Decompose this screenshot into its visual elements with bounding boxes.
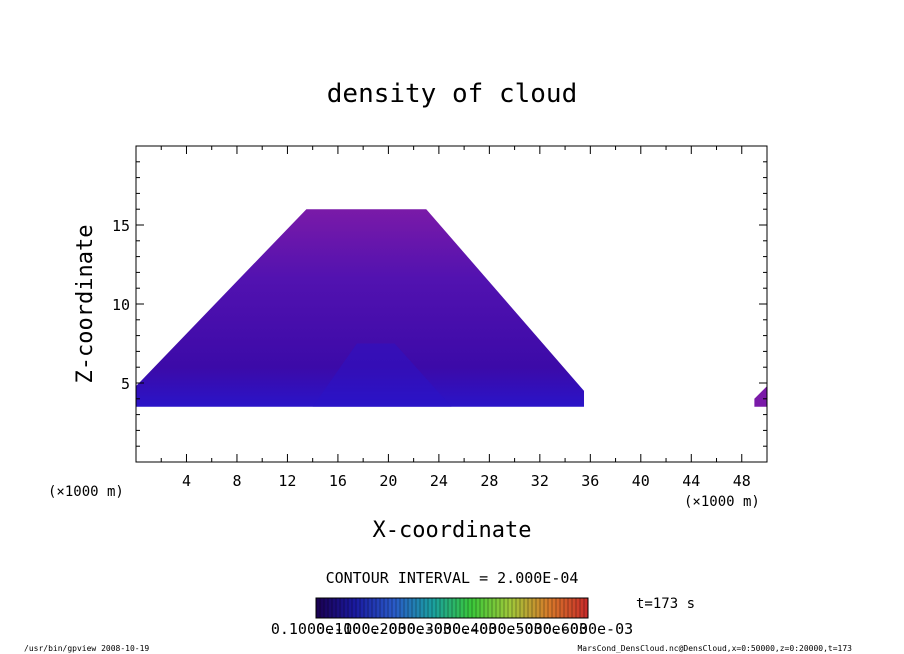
- cloud-fringe-right: [754, 386, 767, 407]
- x-tick-label: 32: [531, 472, 549, 490]
- colorbar-label: 0.3000e-03: [407, 620, 497, 638]
- y-axis-label: Z-coordinate: [73, 225, 98, 384]
- cloud-density-field: [136, 209, 767, 407]
- x-tick-label: 28: [480, 472, 498, 490]
- x-tick-label: 24: [430, 472, 448, 490]
- x-tick-label: 4: [182, 472, 191, 490]
- cloud-core: [312, 343, 452, 407]
- colorbar-label: 0.6000e-03: [543, 620, 633, 638]
- y-axis-ticks: 5 10 15: [112, 161, 767, 447]
- colorbar-label: 0.1000e-03: [316, 620, 406, 638]
- x-tick-label: 36: [581, 472, 599, 490]
- x-tick-label: 48: [733, 472, 751, 490]
- colorbar-label: 0.1000e-10: [271, 620, 361, 638]
- x-tick-label: 12: [278, 472, 296, 490]
- colorbar-label: 0.4000e-03: [452, 620, 542, 638]
- x-tick-label: 16: [329, 472, 347, 490]
- contour-interval-label: CONTOUR INTERVAL = 2.000E-04: [326, 569, 579, 587]
- x-tick-label: 8: [232, 472, 241, 490]
- footer-right: MarsCond_DensCloud.nc@DensCloud,x=0:5000…: [577, 644, 852, 653]
- x-unit-label-left: (×1000 m): [48, 484, 124, 500]
- colorbar-level-lines: [319, 598, 585, 618]
- y-tick-label: 10: [112, 296, 130, 314]
- x-tick-label: 20: [379, 472, 397, 490]
- x-axis-label: X-coordinate: [373, 518, 532, 543]
- x-unit-label-right: (×1000 m): [684, 494, 760, 510]
- footer-left: /usr/bin/gpview 2008-10-19: [24, 644, 149, 653]
- colorbar-labels: 0.1000e-100.1000e-030.2000e-030.3000e-03…: [271, 620, 633, 638]
- time-label: t=173 s: [636, 596, 695, 612]
- colorbar: 0.1000e-100.1000e-030.2000e-030.3000e-03…: [271, 597, 633, 638]
- y-tick-label: 5: [121, 375, 130, 393]
- colorbar-label: 0.2000e-03: [362, 620, 452, 638]
- x-axis-ticks: 4 8 12 16 20 24 28 32 36 40 44 48: [160, 146, 768, 490]
- y-tick-label: 15: [112, 217, 130, 235]
- x-tick-label: 44: [682, 472, 700, 490]
- x-tick-label: 40: [632, 472, 650, 490]
- chart-title: density of cloud: [327, 79, 577, 109]
- colorbar-label: 0.5000e-03: [498, 620, 588, 638]
- cloud-body: [136, 209, 585, 407]
